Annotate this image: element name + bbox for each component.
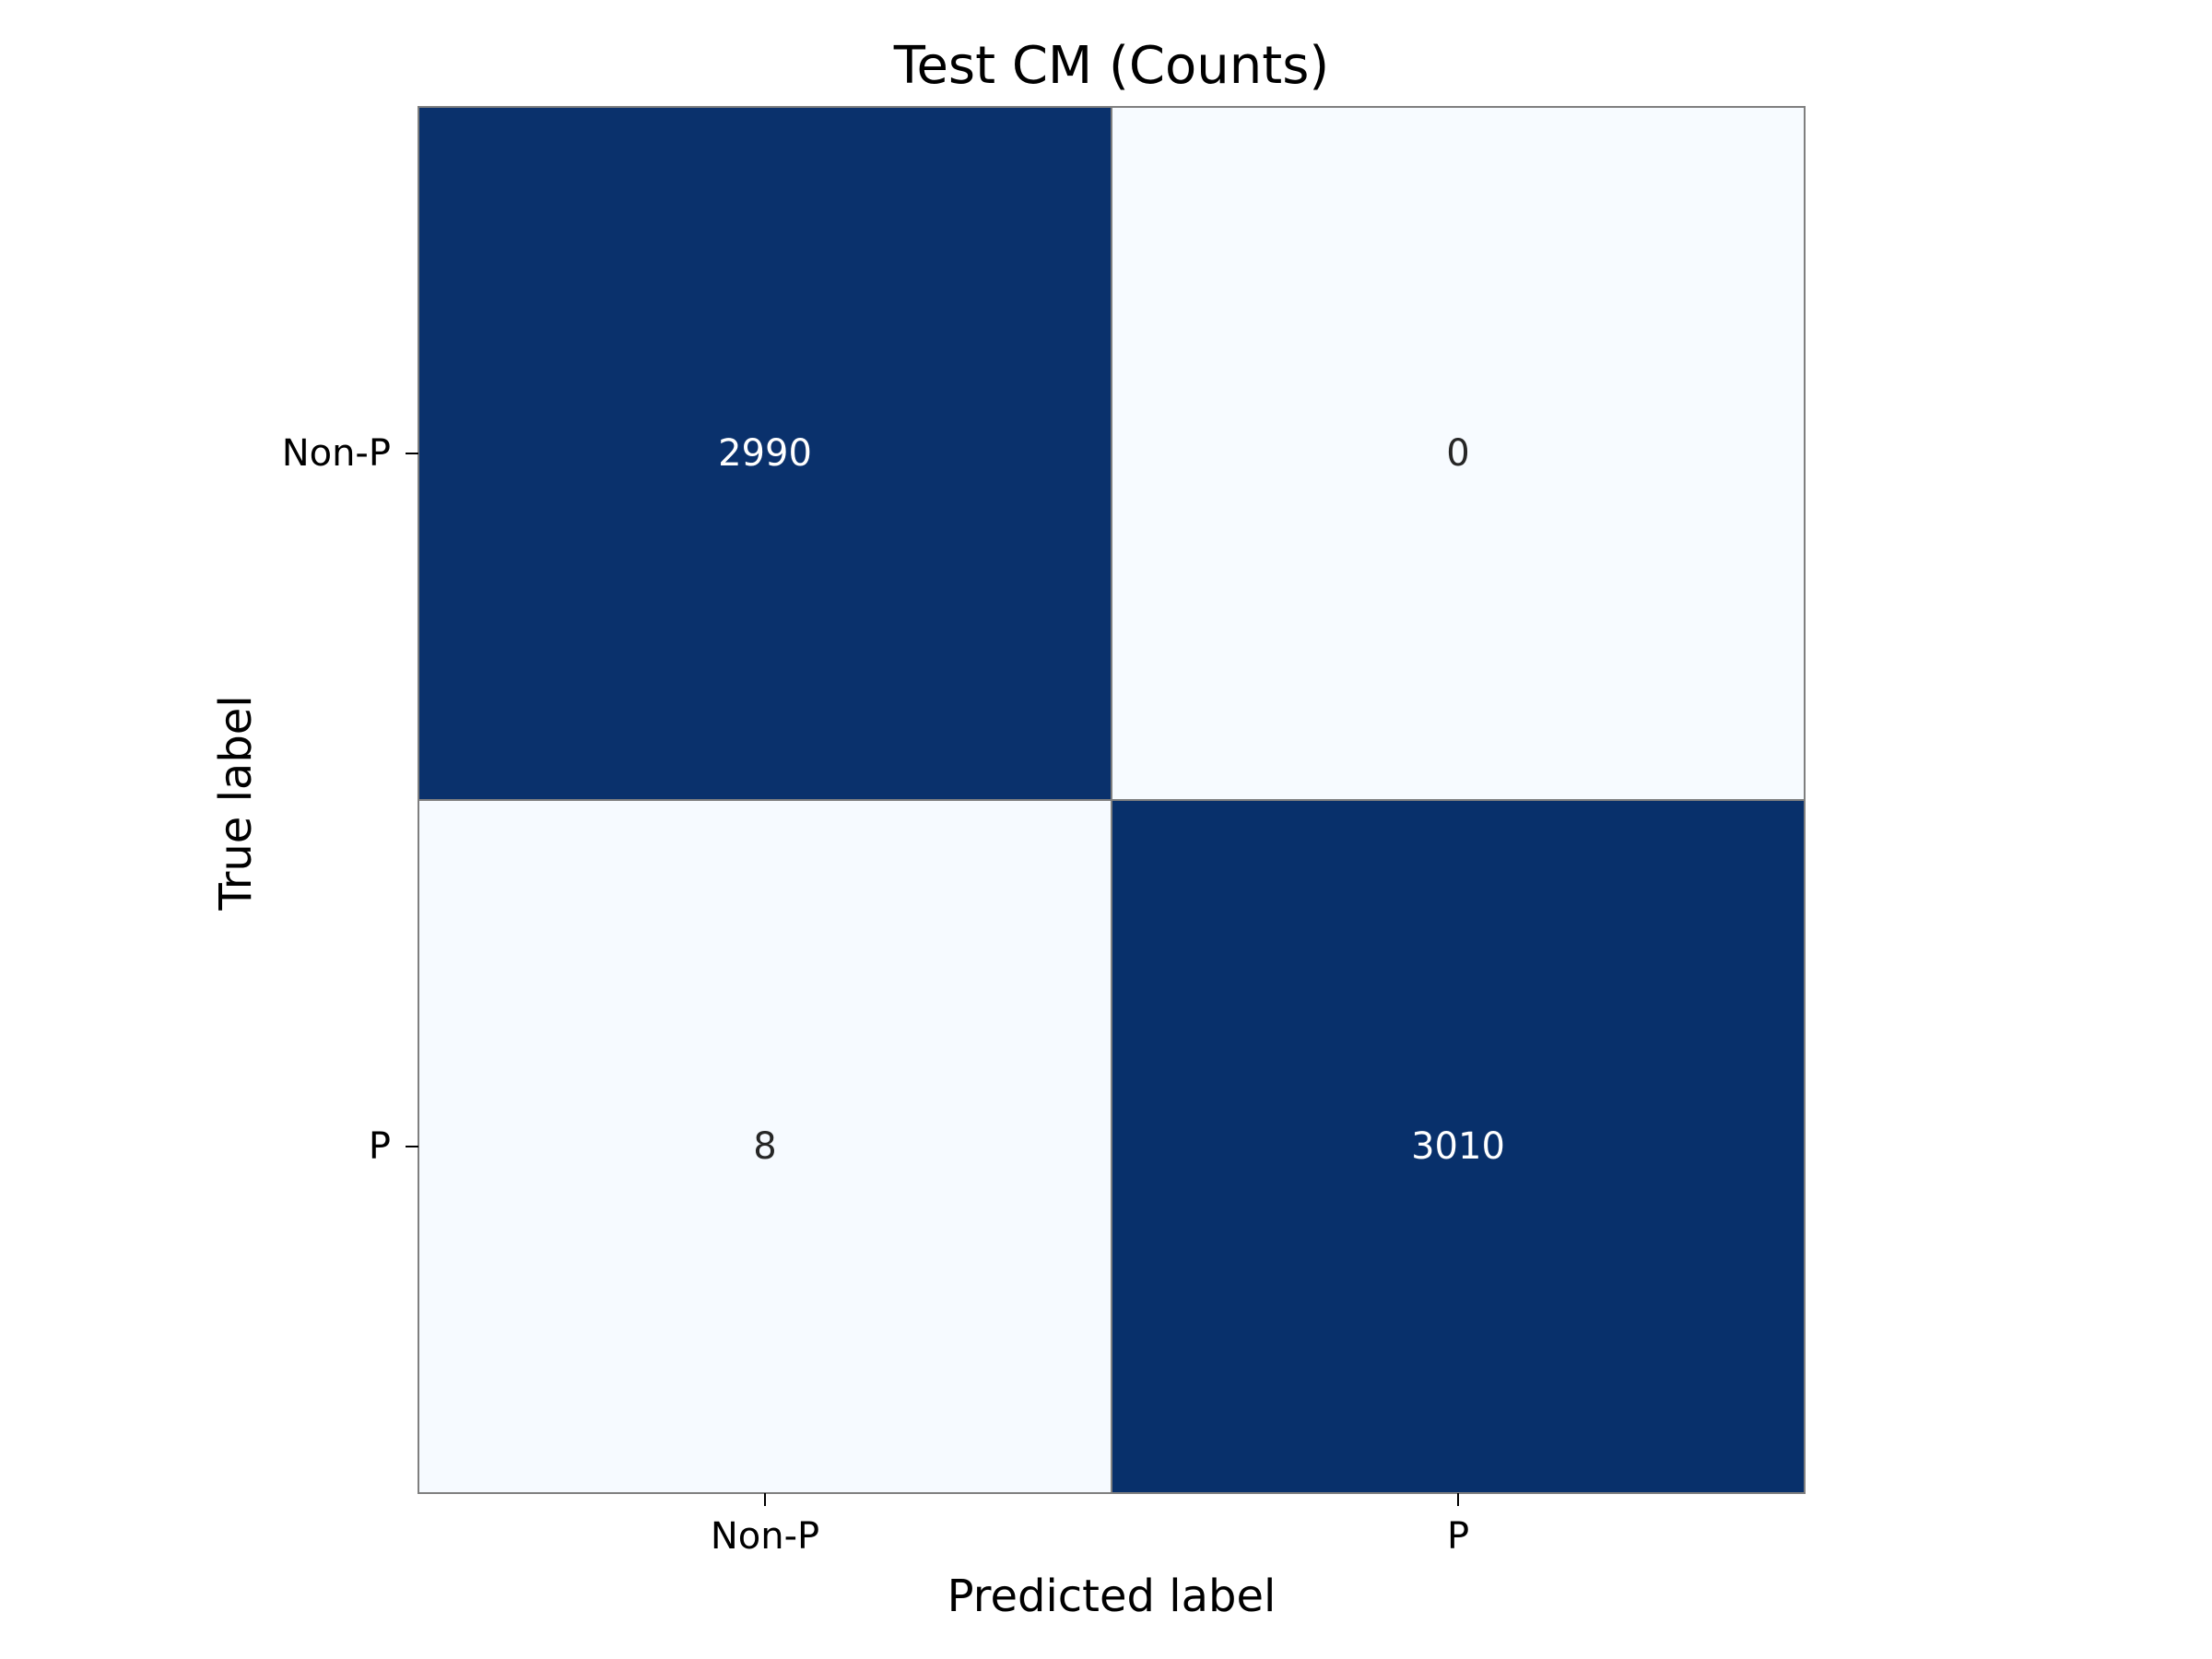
cell-value-label-0-1: 0 [1446,432,1469,475]
x-tick-label-1: P [1447,1515,1469,1558]
axis-ticks: Non-P P Non-P P [282,432,1469,1558]
heatmap-cell-0-1 [1111,106,1806,801]
chart-title: Test CM (Counts) [893,36,1329,96]
y-tick-label-1: P [369,1125,391,1168]
heatmap-cell-0-0 [418,106,1112,801]
y-axis-label: True label [210,695,262,911]
y-tick-label-0: Non-P [282,432,391,475]
cell-value-label-0-0: 2990 [718,432,812,475]
heatmap-cells: 2990 0 8 3010 [418,106,1806,1494]
x-axis-label: Predicted label [947,1571,1277,1622]
heatmap-cell-1-1 [1111,799,1806,1494]
cell-value-label-1-1: 3010 [1411,1125,1505,1168]
heatmap-cell-1-0 [418,799,1112,1494]
cell-value-label-1-0: 8 [753,1125,776,1168]
x-tick-label-0: Non-P [711,1515,819,1558]
